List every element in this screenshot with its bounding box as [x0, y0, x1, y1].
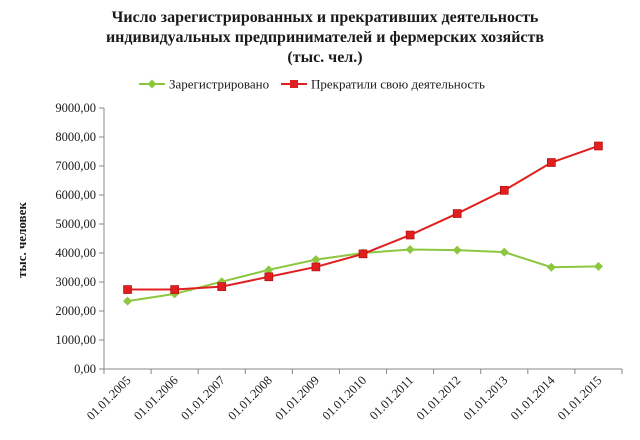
data-point: [264, 272, 274, 282]
legend-label: Прекратили свою деятельность: [311, 77, 485, 92]
data-point: [499, 186, 509, 195]
data-point: [358, 249, 368, 259]
data-point: [311, 255, 321, 265]
y-tick-label: 7000,00: [55, 159, 96, 173]
title-line-2: индивидуальных предпринимателей и фермер…: [106, 29, 544, 46]
data-point: [123, 285, 132, 294]
data-point: [217, 282, 227, 291]
x-tick-label: 01.01.2011: [367, 373, 416, 422]
data-point: [170, 285, 179, 294]
x-tick-label: 01.01.2009: [272, 373, 322, 423]
x-tick-label: 01.01.2012: [414, 373, 464, 423]
x-tick-label: 01.01.2005: [84, 373, 134, 423]
chart-title: Число зарегистрированных и прекративших …: [106, 9, 544, 66]
y-axis-label: тыс. человек: [14, 202, 29, 278]
x-tick-label: 01.01.2015: [555, 373, 605, 423]
y-axis-label-group: тыс. человек: [14, 202, 29, 278]
y-tick-label: 3000,00: [55, 275, 96, 289]
x-tick-label: 01.01.2007: [178, 373, 228, 423]
data-point: [405, 245, 415, 255]
y-tick-label: 1000,00: [55, 333, 96, 347]
y-tick-label: 9000,00: [55, 101, 96, 115]
y-tick-label: 5000,00: [55, 217, 96, 231]
y-tick-label: 0,00: [74, 362, 96, 376]
data-point: [546, 262, 556, 272]
y-tick-label: 2000,00: [55, 304, 96, 318]
legend-label: Зарегистрировано: [169, 77, 269, 92]
x-tick-label: 01.01.2014: [508, 373, 558, 423]
data-point: [123, 296, 133, 306]
data-point: [593, 261, 603, 271]
series-layer: [123, 141, 603, 306]
x-tick-label: 01.01.2013: [461, 373, 511, 423]
series-2: [123, 141, 603, 294]
y-tick-label: 4000,00: [55, 246, 96, 260]
y-tick-label: 6000,00: [55, 188, 96, 202]
data-point: [452, 209, 462, 218]
legend: Зарегистрировано Прекратили свою деятельн…: [139, 77, 485, 92]
data-point: [452, 245, 462, 255]
data-point: [264, 265, 274, 275]
x-tick-label: 01.01.2010: [319, 373, 369, 423]
series-line: [127, 145, 599, 291]
title-line-3: (тыс. чел.): [287, 49, 362, 66]
y-tick-label: 8000,00: [55, 130, 96, 144]
legend-marker: [290, 80, 298, 88]
title-line-1: Число зарегистрированных и прекративших …: [112, 9, 539, 26]
data-point: [311, 262, 321, 272]
data-point: [405, 230, 415, 240]
data-point: [547, 158, 556, 167]
data-point: [499, 247, 509, 257]
legend-marker: [147, 79, 157, 89]
x-tick-label: 01.01.2006: [131, 373, 181, 423]
data-point: [594, 141, 603, 151]
x-tick-label: 01.01.2008: [225, 373, 275, 423]
legend-item-2: Прекратили свою деятельность: [281, 77, 485, 92]
legend-item-1: Зарегистрировано: [139, 77, 269, 92]
